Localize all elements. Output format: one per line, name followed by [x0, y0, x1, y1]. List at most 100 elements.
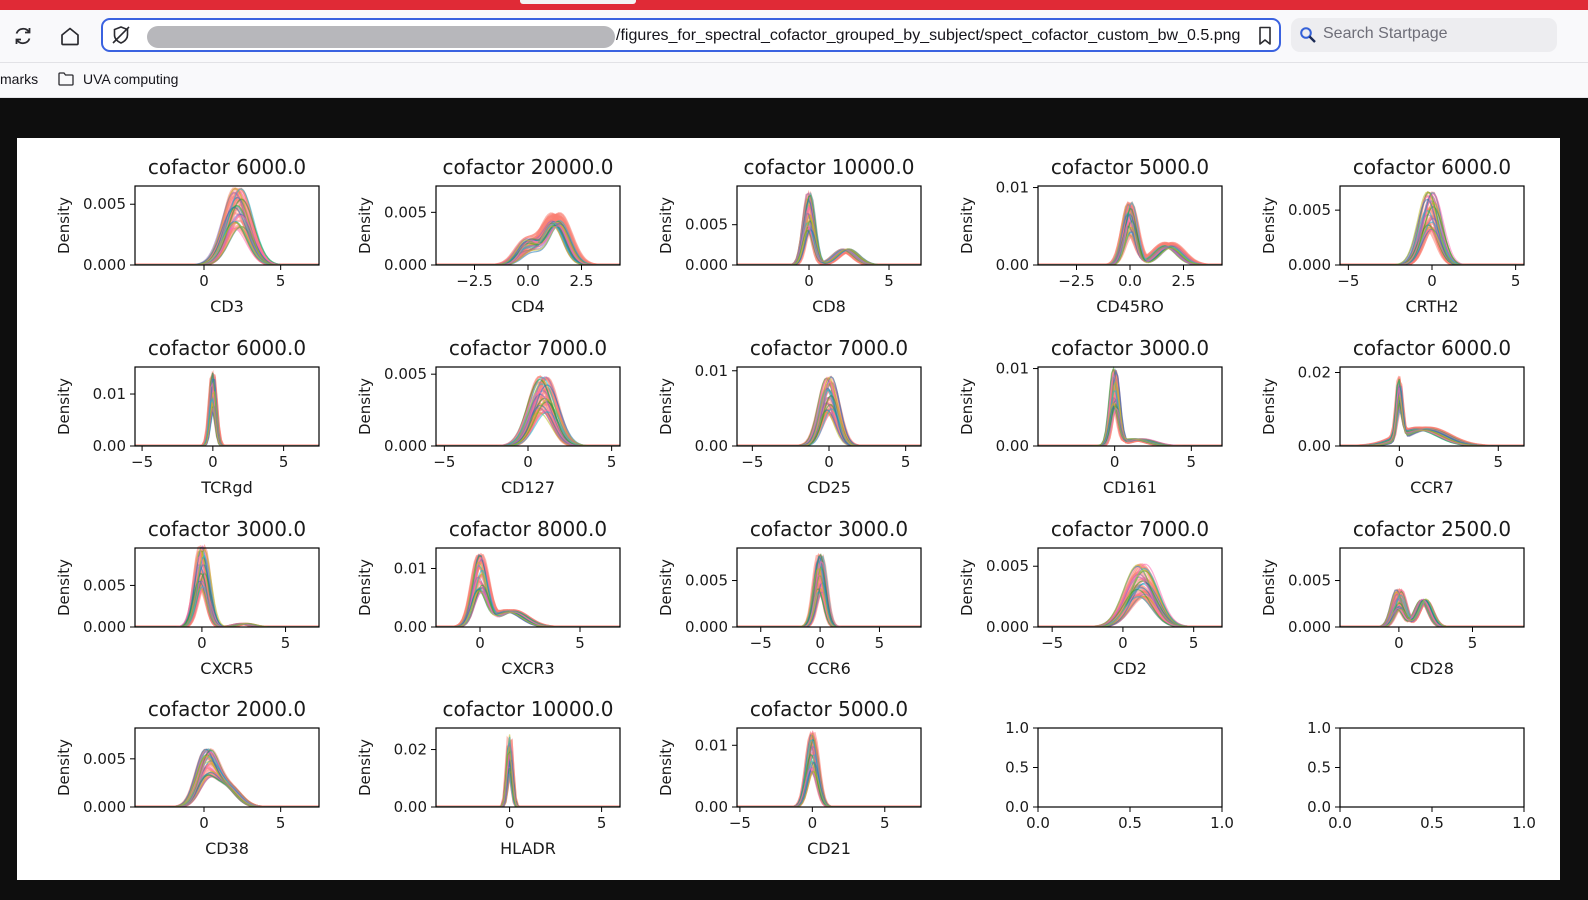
search-bar[interactable]	[1291, 18, 1557, 52]
density-line	[1340, 209, 1524, 265]
density-line	[1340, 191, 1524, 265]
density-line	[737, 751, 921, 807]
x-axis-label: CCR7	[1410, 478, 1454, 497]
density-line	[135, 556, 319, 627]
density-line	[737, 408, 921, 446]
density-line	[1038, 382, 1222, 446]
density-line	[436, 746, 620, 807]
y-tick-label: 0.01	[695, 362, 728, 380]
density-line	[135, 378, 319, 446]
x-tick-label: 5	[575, 634, 585, 652]
density-line	[436, 750, 620, 807]
density-line	[737, 753, 921, 807]
density-line	[1038, 368, 1222, 446]
bookmark-folder-uva-computing[interactable]: UVA computing	[58, 69, 178, 89]
y-axis-label: Density	[55, 739, 73, 796]
density-line	[135, 379, 319, 446]
x-tick-label: −2.5	[1058, 272, 1094, 290]
density-line	[135, 214, 319, 265]
density-line	[135, 385, 319, 446]
x-tick-label: 5	[1187, 453, 1197, 471]
density-line	[135, 548, 319, 627]
density-curves	[1038, 365, 1222, 446]
search-icon	[1300, 27, 1316, 43]
x-axis-label: CD3	[210, 297, 244, 316]
subplot-title: cofactor 20000.0	[443, 155, 614, 179]
density-line	[436, 749, 620, 807]
subplot-empty-18: 0.0 0.5 1.0 0.0 0.5 1.0	[1005, 719, 1234, 832]
density-line	[135, 408, 319, 446]
subplot-title: cofactor 2500.0	[1353, 517, 1511, 541]
x-tick-label: 0	[1394, 634, 1404, 652]
density-line	[135, 585, 319, 627]
subplot-title: cofactor 2000.0	[148, 697, 306, 721]
density-curves	[1340, 588, 1524, 627]
density-line	[1340, 395, 1524, 446]
density-curves	[1340, 375, 1524, 446]
density-line	[737, 588, 921, 627]
reload-button[interactable]	[8, 21, 38, 51]
x-tick-label: 5	[276, 272, 286, 290]
density-line	[436, 735, 620, 807]
density-line	[436, 769, 620, 807]
x-tick-label: −5	[1337, 272, 1359, 290]
density-line	[1340, 390, 1524, 446]
url-text[interactable]: /figures_for_spectral_cofactor_grouped_b…	[616, 27, 1241, 44]
density-line	[1340, 598, 1524, 627]
bookmarks-menu-label[interactable]: marks	[0, 71, 39, 87]
density-line	[135, 381, 319, 446]
density-line	[737, 192, 921, 265]
density-line	[737, 754, 921, 807]
density-line	[1340, 228, 1524, 265]
search-input[interactable]	[1323, 23, 1547, 45]
y-tick-label: 0.00	[1298, 437, 1331, 455]
density-curves	[135, 369, 319, 446]
density-line	[135, 372, 319, 446]
y-tick-label: 0.005	[384, 365, 427, 383]
density-line	[1038, 402, 1222, 446]
x-axis-label: CD38	[205, 839, 249, 858]
url-bar[interactable]: /figures_for_spectral_cofactor_grouped_b…	[101, 18, 1281, 52]
axes-frame	[134, 366, 320, 447]
url-redaction	[147, 26, 615, 48]
density-curves	[436, 375, 620, 446]
density-line	[737, 770, 921, 807]
subplot-title: cofactor 10000.0	[744, 155, 915, 179]
density-line	[1038, 576, 1222, 627]
density-line	[737, 741, 921, 807]
y-axis-label: Density	[55, 559, 73, 616]
bookmark-star-icon[interactable]	[1256, 25, 1274, 47]
density-line	[1340, 380, 1524, 446]
axes-frame	[134, 547, 320, 628]
density-line	[1038, 380, 1222, 446]
y-axis-label: Density	[1260, 197, 1278, 254]
active-tab-edge[interactable]	[520, 0, 636, 4]
density-line	[1340, 384, 1524, 446]
density-line	[135, 583, 319, 627]
y-axis-label: Density	[657, 559, 675, 616]
x-tick-label: 0	[505, 814, 515, 832]
x-tick-label: 0	[804, 272, 814, 290]
tracking-protection-icon[interactable]	[111, 25, 131, 45]
x-tick-label: 0.5	[1420, 814, 1444, 832]
density-line	[1340, 392, 1524, 446]
density-line	[1340, 402, 1524, 446]
density-line	[737, 411, 921, 446]
density-line	[1340, 396, 1524, 446]
x-axis-label: CD45RO	[1096, 297, 1164, 316]
density-line	[436, 755, 620, 807]
axes-frame	[736, 727, 922, 808]
density-line	[436, 770, 620, 807]
subplot-title: cofactor 3000.0	[148, 517, 306, 541]
density-line	[436, 763, 620, 807]
density-line	[1340, 213, 1524, 265]
y-axis-label: Density	[958, 559, 976, 616]
home-button[interactable]	[55, 21, 85, 51]
y-tick-label: 0.01	[394, 559, 427, 577]
subplot-title: cofactor 5000.0	[750, 697, 908, 721]
density-line	[135, 397, 319, 446]
density-line	[737, 411, 921, 446]
density-line	[737, 205, 921, 265]
density-line	[737, 745, 921, 807]
density-line	[135, 387, 319, 446]
